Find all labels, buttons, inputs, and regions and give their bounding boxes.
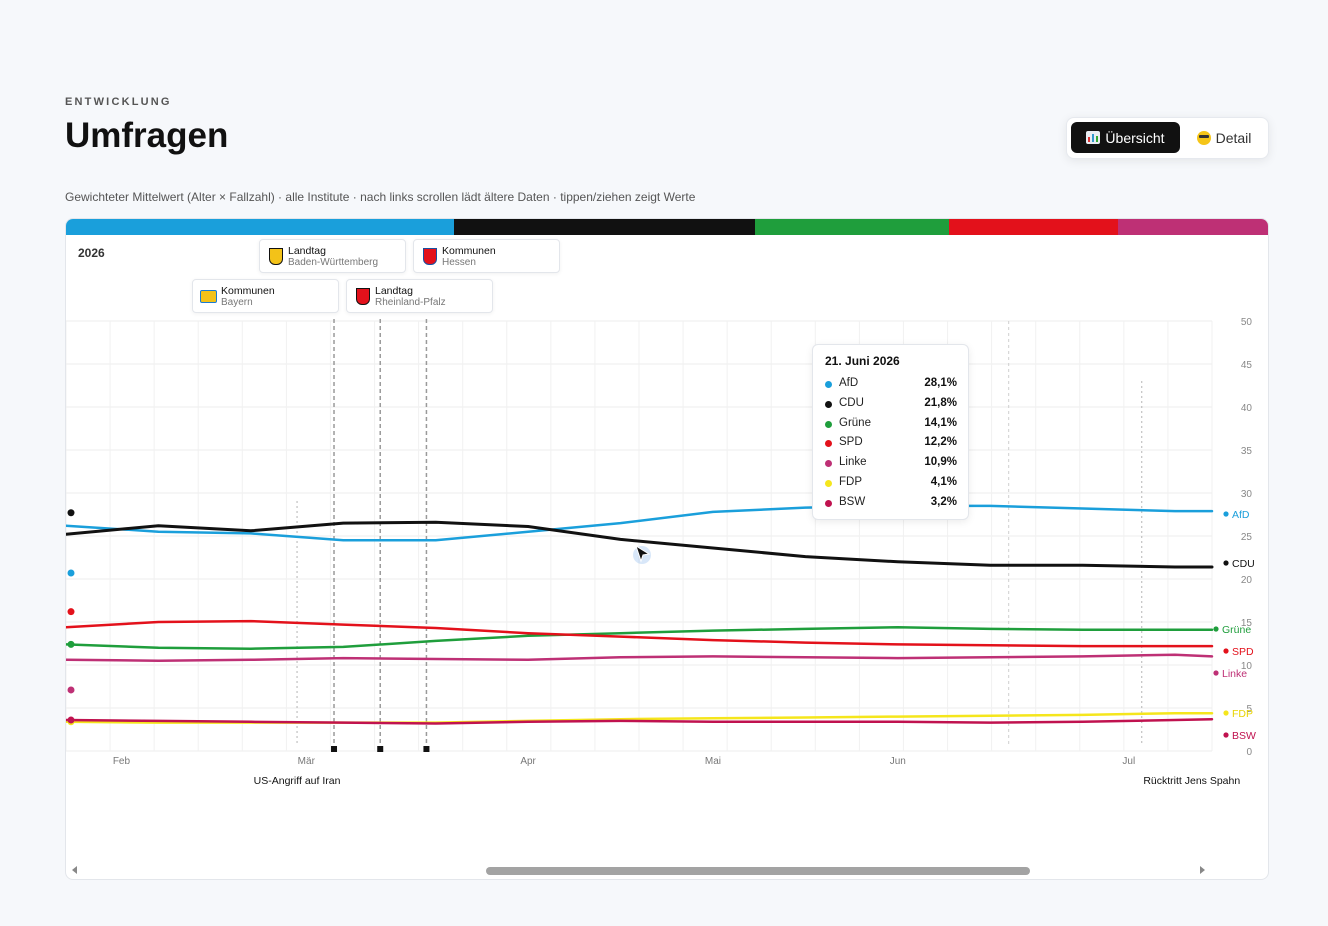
x-tick-label: Jul [1122, 756, 1135, 767]
legend-label-cdu: CDU [1232, 558, 1255, 570]
event-type: Kommunen [221, 285, 275, 297]
x-tick-label: Jun [890, 756, 906, 767]
series-line-spd [66, 619, 1214, 648]
strip-afd [66, 219, 454, 235]
event-landtag-rlp[interactable]: Landtag Rheinland-Pfalz [346, 279, 493, 313]
left-edge-dot [67, 569, 75, 577]
tooltip-date: 21. Juni 2026 [825, 354, 900, 368]
event-type: Landtag [288, 245, 326, 257]
event-marker-square [423, 746, 430, 752]
series-line-cdu [66, 520, 1214, 569]
y-tick-label: 20 [1241, 575, 1253, 586]
strip-cdu [454, 219, 755, 235]
legend-dot-spd [1223, 648, 1229, 654]
scroll-left-icon[interactable] [72, 866, 77, 874]
tooltip-row: CDU 21,8% [825, 396, 957, 414]
event-region: Bayern [221, 297, 253, 308]
series-line-grüne [66, 625, 1214, 650]
legend-label-afd: AfD [1232, 509, 1250, 521]
strip-linke [1118, 219, 1268, 235]
legend-dot-fdp [1223, 710, 1229, 716]
event-type: Landtag [375, 285, 413, 297]
y-tick-label: 5 [1246, 704, 1252, 715]
annotation-label: Rücktritt Jens Spahn [1143, 775, 1240, 787]
chart-card[interactable]: 2026 0 5 10 15 20 25 30 35 40 45 50 Feb Mär Apr Mai Jun… [65, 218, 1269, 880]
tooltip-row: AfD 28,1% [825, 376, 957, 394]
tooltip-row: BSW 3,2% [825, 495, 957, 513]
y-tick-label: 30 [1241, 489, 1253, 500]
crest-icon [356, 288, 370, 305]
event-region: Hessen [442, 257, 476, 268]
section-eyebrow: ENTWICKLUNG [65, 96, 172, 108]
tooltip-row: FDP 4,1% [825, 475, 957, 493]
legend-label-bsw: BSW [1232, 730, 1256, 742]
tooltip-row: Linke 10,9% [825, 455, 957, 473]
detail-label: Detail [1215, 129, 1252, 146]
legend-dot-afd [1223, 511, 1229, 517]
crest-icon [269, 248, 283, 265]
event-landtag-bw[interactable]: Landtag Baden-Württemberg [259, 239, 406, 273]
left-edge-dot [67, 608, 75, 616]
event-region: Baden-Württemberg [288, 257, 379, 268]
event-region: Rheinland-Pfalz [375, 297, 446, 308]
chart-description: Gewichteter Mittelwert (Alter × Fallzahl… [65, 190, 696, 204]
event-kommunen-hessen[interactable]: Kommunen Hessen [413, 239, 560, 273]
legend-dot-cdu [1223, 560, 1229, 566]
scrollbar-thumb[interactable] [486, 867, 1030, 875]
series-line-linke [66, 653, 1214, 662]
legend-dot-bsw [1223, 732, 1229, 738]
x-tick-label: Apr [520, 756, 536, 767]
strip-gruene [755, 219, 949, 235]
x-tick-label: Feb [113, 756, 131, 767]
y-tick-label: 15 [1241, 618, 1253, 629]
left-edge-dot [67, 716, 75, 724]
bar-chart-icon [1086, 131, 1101, 144]
event-kommunen-bayern[interactable]: Kommunen Bayern [192, 279, 339, 313]
strip-spd [949, 219, 1118, 235]
horizontal-scrollbar[interactable] [66, 862, 1268, 878]
value-tooltip: 21. Juni 2026 AfD 28,1% CDU 21,8% Grüne 14,… [812, 344, 969, 520]
legend-label-fdp: FDP [1232, 708, 1253, 720]
page-title: Umfragen [65, 116, 229, 155]
x-tick-label: Mai [705, 756, 721, 767]
legend-label-spd: SPD [1232, 646, 1254, 658]
y-tick-label: 45 [1241, 360, 1253, 371]
annotation-label: US-Angriff auf Iran [254, 775, 341, 787]
y-tick-label: 25 [1241, 532, 1253, 543]
overview-button[interactable]: Übersicht [1071, 122, 1180, 153]
left-edge-dot [67, 686, 75, 694]
pointer-cursor-icon [633, 544, 651, 564]
y-tick-label: 50 [1241, 317, 1253, 328]
legend-label-linke: Linke [1222, 668, 1247, 680]
event-marker-square [331, 746, 338, 752]
tooltip-row: Grüne 14,1% [825, 416, 957, 434]
series-line-bsw [66, 717, 1214, 725]
nerd-face-icon [1196, 130, 1211, 145]
x-tick-label: Mär [298, 756, 316, 767]
left-edge-dot [67, 640, 75, 648]
poll-line-chart[interactable]: 0 5 10 15 20 25 30 35 40 45 50 Feb Mär Apr Mai Jun Jul US… [66, 235, 1268, 815]
year-label: 2026 [78, 246, 105, 260]
legend-dot-grüne [1213, 626, 1219, 632]
detail-button[interactable]: Detail [1183, 122, 1265, 153]
series-line-afd [66, 504, 1214, 542]
y-tick-label: 10 [1241, 661, 1253, 672]
legend-label-grüne: Grüne [1222, 624, 1251, 636]
crest-icon [423, 248, 437, 265]
view-toggle: Übersicht Detail [1066, 117, 1269, 159]
y-tick-label: 35 [1241, 446, 1253, 457]
overview-label: Übersicht [1105, 129, 1165, 146]
scroll-right-icon[interactable] [1200, 866, 1205, 874]
tooltip-row: SPD 12,2% [825, 435, 957, 453]
y-tick-label: 40 [1241, 403, 1253, 414]
left-edge-dot [67, 509, 75, 517]
crest-icon [200, 290, 217, 303]
event-marker-square [377, 746, 384, 752]
event-type: Kommunen [442, 245, 496, 257]
y-tick-label: 0 [1246, 747, 1252, 758]
legend-dot-linke [1213, 670, 1219, 676]
